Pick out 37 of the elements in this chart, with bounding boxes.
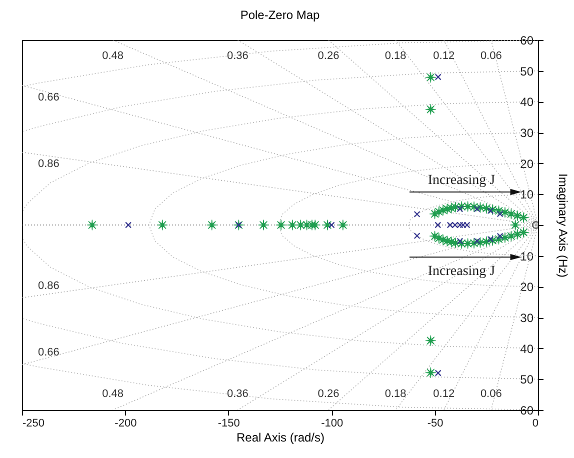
- annotation: 0.36: [226, 388, 248, 400]
- annotation: 0.66: [38, 91, 60, 104]
- x-tick-label: -100: [321, 418, 344, 430]
- y-tick-label: 10: [520, 188, 534, 202]
- annotation: 0.48: [102, 388, 124, 400]
- x-tick-label: -250: [22, 418, 45, 430]
- x-tick-label: -50: [427, 418, 444, 430]
- annotation: 0.86: [38, 280, 60, 292]
- annotation: 0.12: [433, 50, 455, 62]
- y-tick-label: 50: [520, 64, 534, 78]
- annotation: 0.86: [38, 158, 60, 170]
- annotation: 0.26: [318, 50, 340, 62]
- annotation: 0.26: [318, 388, 340, 400]
- y-tick-label: 30: [520, 311, 534, 325]
- chart-title: Pole-Zero Map: [240, 8, 320, 22]
- annotation: 0.18: [384, 50, 406, 62]
- annotation: 0.36: [226, 50, 248, 62]
- annotation: Increasing J: [428, 173, 496, 188]
- x-tick-label: -200: [114, 418, 137, 430]
- y-tick-label: 20: [520, 280, 534, 294]
- y-tick-label: 40: [520, 342, 534, 356]
- x-tick-label: -150: [218, 418, 240, 430]
- annotation: 0.06: [480, 50, 502, 62]
- x-axis-title: Real Axis (rad/s): [236, 430, 325, 444]
- annotation: 0.48: [102, 50, 124, 62]
- annotation: 0.12: [433, 388, 455, 400]
- y-tick-label: 50: [520, 372, 534, 387]
- annotation: 0.66: [38, 346, 60, 359]
- x-tick-label: 0: [532, 418, 538, 430]
- y-tick-label: 30: [520, 126, 534, 140]
- annotation: Increasing J: [428, 264, 496, 280]
- y-tick-label: 40: [520, 95, 534, 110]
- annotation: 0.06: [480, 388, 502, 400]
- y-tick-label: 20: [520, 156, 534, 171]
- y-tick-label: 10: [520, 249, 534, 264]
- y2-axis-title: Imaginary Axis (Hz): [556, 173, 570, 278]
- annotation: 0.18: [384, 388, 406, 400]
